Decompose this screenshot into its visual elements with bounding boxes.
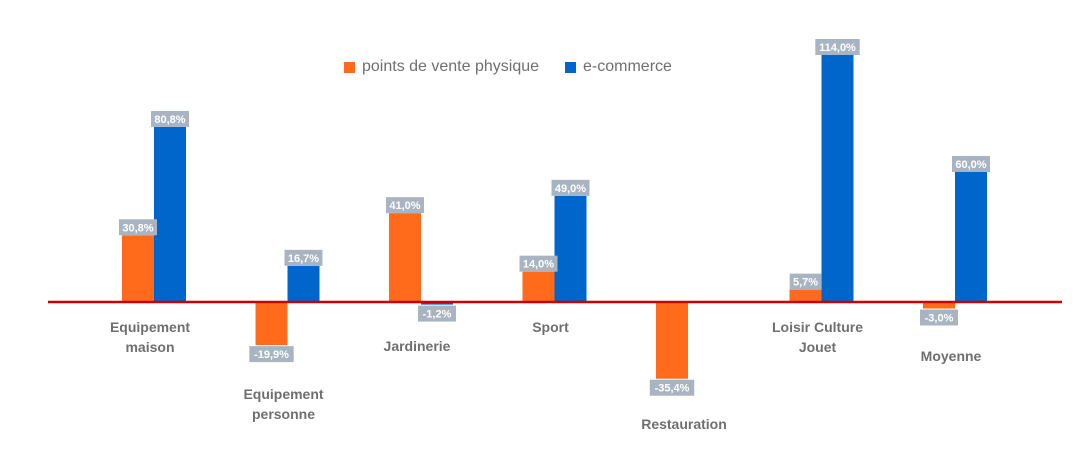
value-label-ecommerce-3: 49,0% [555, 183, 586, 195]
value-label-box-physical-6 [920, 309, 958, 326]
category-label-line: Jardinerie [384, 338, 451, 354]
category-label-1: Equipement personne [243, 386, 323, 422]
value-label-box-ecommerce-5 [815, 39, 860, 55]
legend-label-ecommerce: e-commerce [583, 58, 672, 75]
bar-physical-0 [122, 235, 154, 302]
legend-swatch-ecommerce [565, 61, 577, 73]
bar-ecommerce-0 [154, 126, 186, 302]
legend-label-physical: points de vente physique [362, 58, 540, 75]
value-label-box-ecommerce-2 [418, 305, 456, 322]
bar-ecommerce-3 [554, 195, 587, 302]
value-label-ecommerce-5: 114,0% [819, 42, 856, 54]
category-label-line: maison [125, 339, 174, 355]
category-label-line: Loisir Culture [772, 319, 863, 335]
bar-physical-6 [923, 302, 955, 309]
value-label-ecommerce-0: 80,8% [154, 114, 185, 126]
value-label-physical-0: 30,8% [122, 222, 153, 234]
bar-physical-1 [255, 302, 288, 346]
value-label-box-physical-4 [649, 379, 695, 396]
legend-swatch-physical [344, 61, 355, 73]
bar-physical-5 [789, 289, 822, 302]
value-label-ecommerce-6: 60,0% [955, 159, 986, 171]
category-label-6: Moyenne [921, 348, 982, 364]
value-label-physical-1: -19,9% [254, 349, 289, 361]
value-label-box-physical-0 [119, 219, 157, 236]
value-label-ecommerce-1: 16,7% [288, 253, 319, 265]
value-label-box-ecommerce-1 [284, 249, 323, 266]
bar-physical-2 [389, 213, 421, 302]
bar-ecommerce-1 [287, 265, 320, 302]
bar-ecommerce-6 [955, 172, 987, 302]
category-label-3: Sport [532, 319, 569, 335]
value-label-box-physical-3 [519, 255, 558, 272]
category-label-0: Equipement maison [110, 319, 190, 355]
value-label-physical-4: -35,4% [655, 383, 690, 395]
category-label-line: Equipement [243, 386, 323, 402]
bar-ecommerce-2 [421, 302, 453, 305]
value-label-box-ecommerce-6 [952, 156, 990, 172]
category-label-line: Moyenne [921, 348, 982, 364]
category-label-line: Restauration [641, 416, 727, 432]
bar-ecommerce-5 [821, 55, 854, 302]
value-label-physical-5: 5,7% [793, 277, 818, 289]
category-label-line: Sport [532, 319, 569, 335]
category-label-line: Equipement [110, 319, 190, 335]
legend: points de vente physique e-commerce [344, 58, 698, 76]
category-label-line: Jouet [799, 339, 837, 355]
value-label-box-ecommerce-3 [551, 179, 590, 196]
value-label-box-physical-5 [789, 273, 822, 290]
value-label-ecommerce-2: -1,2% [423, 309, 452, 321]
category-label-5: Loisir Culture Jouet [772, 319, 863, 355]
value-label-physical-6: -3,0% [925, 313, 954, 325]
legend-item-physical: points de vente physique [344, 58, 539, 76]
legend-item-ecommerce: e-commerce [565, 58, 672, 76]
value-label-box-ecommerce-0 [151, 110, 189, 127]
value-label-box-physical-1 [249, 346, 294, 363]
value-label-physical-3: 14,0% [523, 259, 554, 271]
category-label-2: Jardinerie [384, 338, 451, 354]
value-label-physical-2: 41,0% [389, 200, 420, 212]
value-label-box-physical-2 [386, 197, 424, 214]
bar-physical-4 [656, 302, 688, 379]
category-label-line: personne [252, 406, 315, 422]
category-label-4: Restauration [641, 416, 727, 432]
bar-physical-3 [522, 271, 555, 302]
